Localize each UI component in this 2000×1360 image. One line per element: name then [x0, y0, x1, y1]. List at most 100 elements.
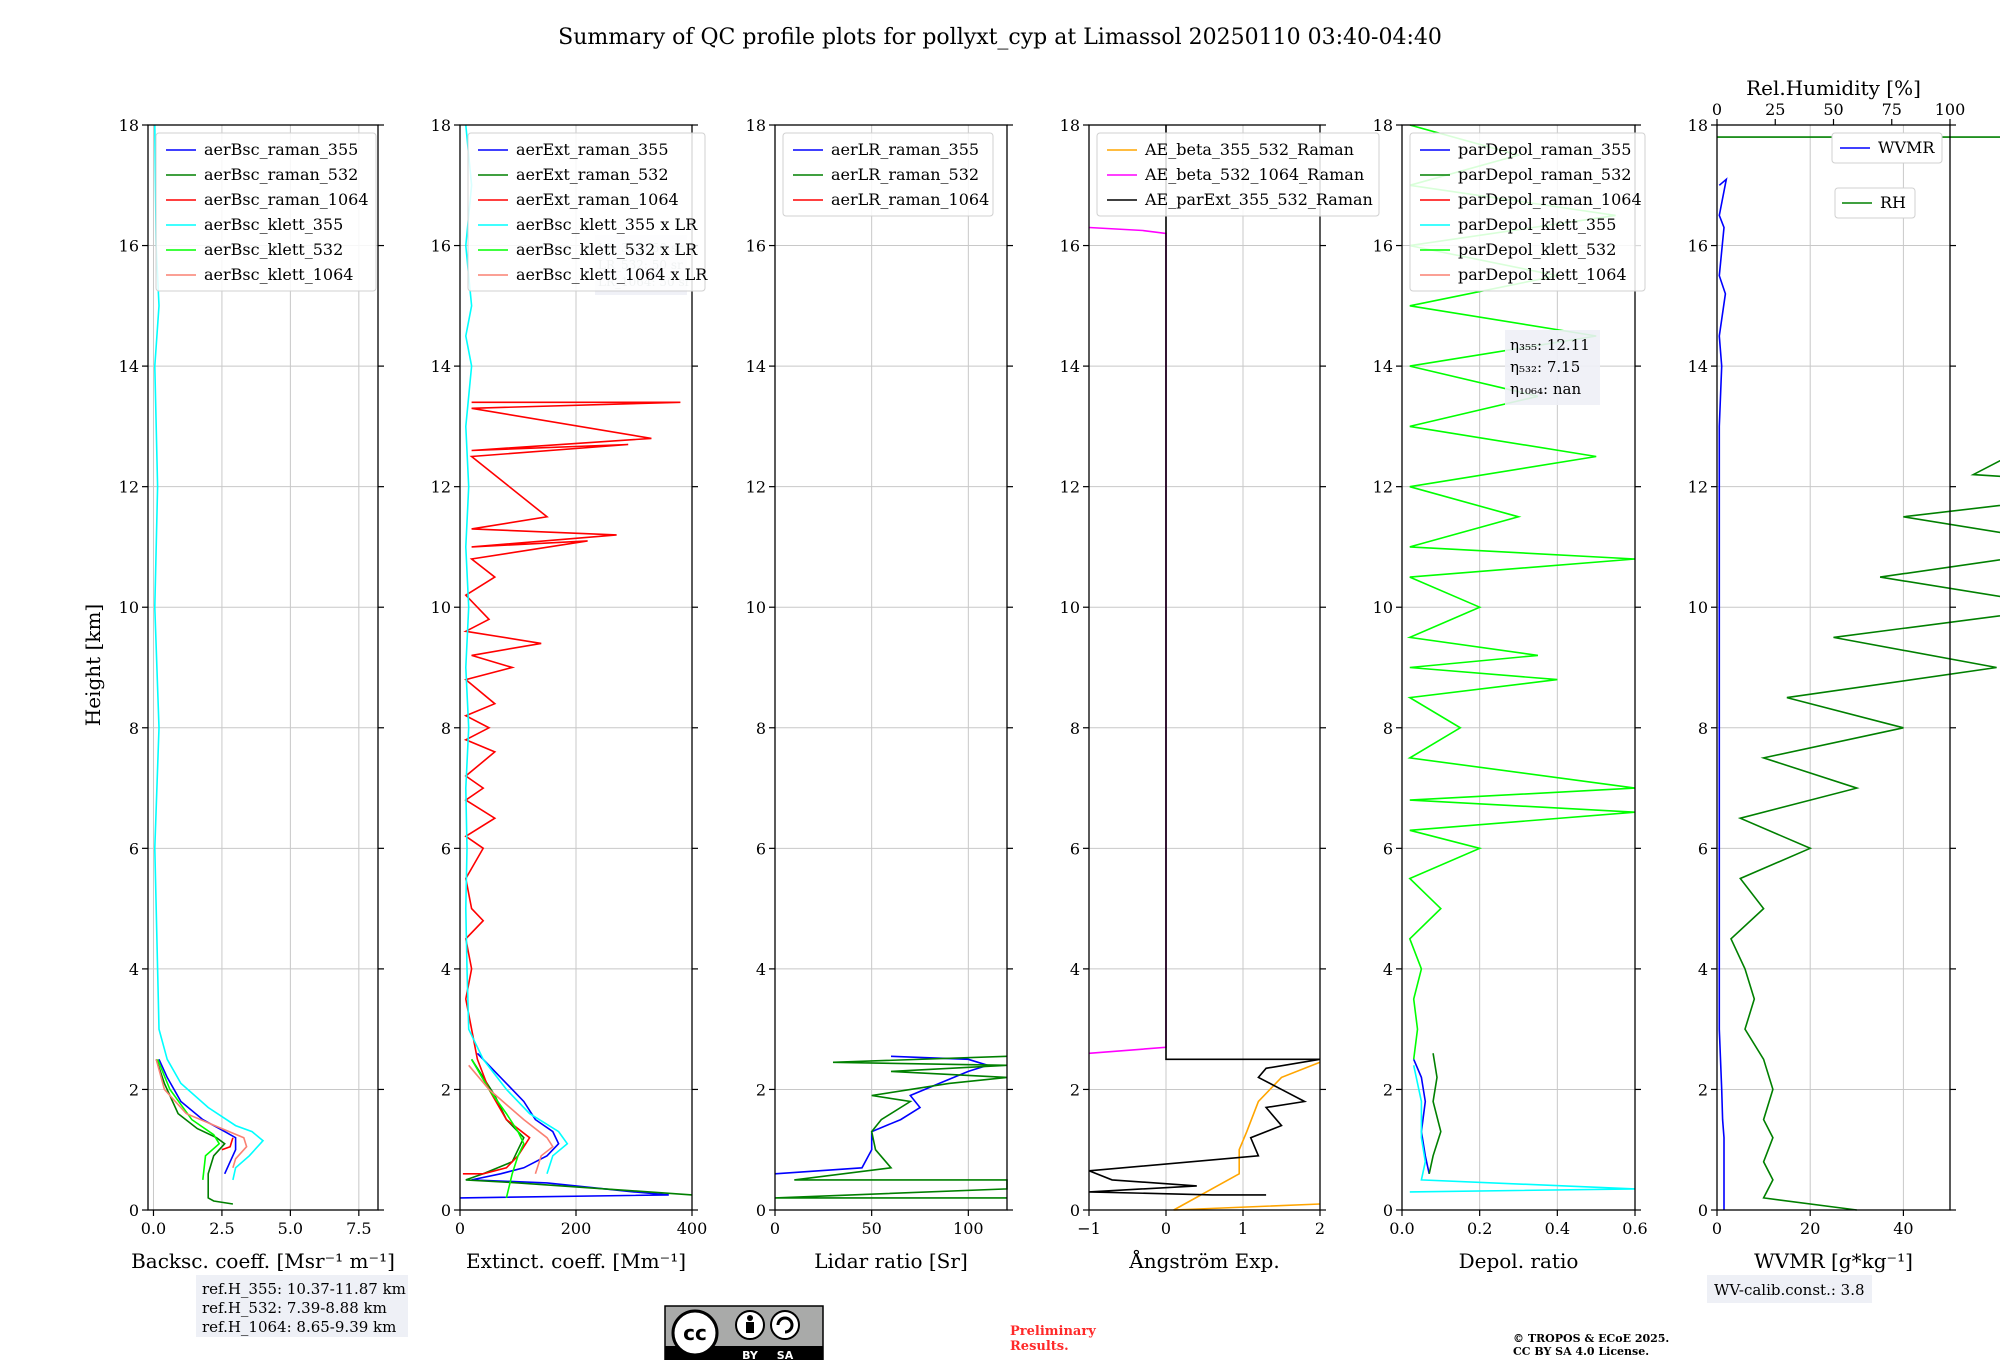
- y-tick-label: 16: [1060, 237, 1080, 256]
- legend-entry: parDepol_klett_532: [1458, 240, 1616, 259]
- x-tick-label: 0.2: [1467, 1219, 1492, 1238]
- y-tick-label: 8: [441, 719, 451, 738]
- panel-lr: 0 50 100 0 2 4 6 8 10 12 14 16 18 Lidar ratio [Sr] aer…: [746, 116, 1013, 1273]
- x-tick-label: 0: [1712, 1219, 1722, 1238]
- y-tick-label: 0: [129, 1201, 139, 1220]
- y-tick-label: 14: [746, 357, 766, 376]
- y-tick-label: 8: [129, 719, 139, 738]
- x-axis-label: Lidar ratio [Sr]: [814, 1249, 968, 1273]
- y-tick-label: 16: [1373, 237, 1393, 256]
- y-tick-label: 8: [756, 719, 766, 738]
- x-axis-label: Ångström Exp.: [1128, 1248, 1279, 1273]
- ref-height-532: ref.H_532: 7.39-8.88 km: [202, 1299, 387, 1317]
- top-x-tick-label: 75: [1882, 100, 1902, 119]
- series-line-aerBsc_klett_1064 x LR: [468, 1064, 554, 1175]
- legend-entry: aerExt_raman_532: [516, 165, 669, 184]
- top-axis-label: Rel.Humidity [%]: [1746, 76, 1921, 100]
- series-line-aerExt_raman_355: [459, 1052, 669, 1199]
- series-line-aerBsc_raman_532: [155, 1059, 234, 1205]
- y-tick-label: 0: [1698, 1201, 1708, 1220]
- y-axis-label: Height [km]: [81, 604, 105, 726]
- y-tick-label: 12: [431, 478, 451, 497]
- legend-entry: aerLR_raman_532: [831, 165, 979, 184]
- series-line-aerExt_raman_1064: [462, 401, 681, 1175]
- y-tick-label: 8: [1383, 719, 1393, 738]
- y-tick-label: 10: [1060, 598, 1080, 617]
- reference-heights-box: ref.H_355: 10.37-11.87 km ref.H_532: 7.3…: [196, 1275, 408, 1337]
- x-tick-label: 0: [1161, 1219, 1171, 1238]
- legend-entry: AE_beta_355_532_Raman: [1144, 140, 1354, 159]
- series-line-AE_beta_532_1064_Raman: [1088, 226, 1167, 1055]
- legend-entry: parDepol_klett_355: [1458, 215, 1616, 234]
- y-tick-label: 14: [1688, 357, 1708, 376]
- figure-title: Summary of QC profile plots for pollyxt_…: [558, 25, 1442, 50]
- legend-box: [782, 132, 994, 217]
- y-tick-label: 2: [1070, 1080, 1080, 1099]
- series-line-aerBsc_klett_355: [153, 124, 265, 1181]
- series-line-aerBsc_raman_355: [158, 1058, 237, 1175]
- legend-entry: aerBsc_raman_532: [204, 165, 358, 184]
- legend-entry: parDepol_klett_1064: [1458, 265, 1627, 284]
- y-tick-label: 16: [431, 237, 451, 256]
- y-tick-label: 10: [746, 598, 766, 617]
- legend-entry: aerBsc_raman_1064: [204, 190, 369, 209]
- y-tick-label: 16: [746, 237, 766, 256]
- y-tick-label: 6: [1383, 839, 1393, 858]
- ref-height-355: ref.H_355: 10.37-11.87 km: [202, 1280, 406, 1298]
- x-axis-label: Extinct. coeff. [Mm⁻¹]: [466, 1249, 686, 1273]
- y-tick-label: 18: [1373, 116, 1393, 135]
- y-tick-label: 2: [441, 1080, 451, 1099]
- legend-entry: aerBsc_klett_1064 x LR: [516, 265, 708, 284]
- y-tick-label: 4: [756, 960, 766, 979]
- eta-annotation: η₃₅₅: 12.11: [1510, 336, 1590, 354]
- y-tick-label: 10: [431, 598, 451, 617]
- plot-frame: [1088, 124, 1321, 1211]
- legend-entry: aerBsc_klett_532: [204, 240, 343, 259]
- eta-annotation: η₁₀₆₄: nan: [1510, 380, 1581, 398]
- y-tick-label: 14: [1373, 357, 1393, 376]
- y-tick-label: 6: [1070, 839, 1080, 858]
- x-tick-label: 400: [677, 1219, 708, 1238]
- cc-by-label: BY: [742, 1349, 759, 1360]
- y-tick-label: 10: [1373, 598, 1393, 617]
- series-line-RH: [1717, 136, 2000, 1211]
- legend-entry: parDepol_raman_355: [1458, 140, 1631, 159]
- x-tick-label: 0.4: [1545, 1219, 1570, 1238]
- y-tick-label: 2: [756, 1080, 766, 1099]
- eta-annotation-box: [1505, 330, 1600, 405]
- legend-entry: aerBsc_klett_532 x LR: [516, 240, 698, 259]
- x-axis-label: Backsc. coeff. [Msr⁻¹ m⁻¹]: [131, 1249, 395, 1273]
- x-tick-label: 1: [1238, 1219, 1248, 1238]
- y-tick-label: 2: [129, 1080, 139, 1099]
- eta-annotation: η₅₃₂: 7.15: [1510, 358, 1580, 376]
- copyright-line-1: © TROPOS & ECoE 2025.: [1513, 1332, 1669, 1345]
- cc-license-badge: cc BY SA: [664, 1305, 824, 1360]
- y-tick-label: 6: [756, 839, 766, 858]
- x-tick-label: 20: [1800, 1219, 1820, 1238]
- legend-entry: parDepol_raman_532: [1458, 165, 1631, 184]
- x-axis-label: WVMR [g*kg⁻¹]: [1754, 1249, 1913, 1273]
- legend-entry: AE_beta_532_1064_Raman: [1144, 165, 1364, 184]
- x-tick-label: 2: [1315, 1219, 1325, 1238]
- y-tick-label: 12: [1060, 478, 1080, 497]
- series-line-aerBsc_klett_532: [156, 1058, 221, 1180]
- legend-entry: AE_parExt_355_532_Raman: [1144, 190, 1373, 209]
- y-tick-label: 18: [746, 116, 766, 135]
- legend-box: [1409, 132, 1646, 292]
- legend-entry: aerBsc_klett_355: [204, 215, 343, 234]
- legend-entry: WVMR: [1878, 138, 1935, 157]
- x-tick-label: 0.6: [1622, 1219, 1647, 1238]
- series-line-AE_beta_355_532_Raman: [1173, 1061, 1321, 1211]
- panel-wv: 0 20 40 0 2 4 6 8 10 12 14 16 18 WVMR [g*kg⁻¹] WVMR RH 0…: [1688, 76, 2000, 1303]
- y-tick-label: 0: [1070, 1201, 1080, 1220]
- y-tick-label: 16: [1688, 237, 1708, 256]
- top-x-tick-label: 0: [1712, 100, 1722, 119]
- y-tick-label: 12: [119, 478, 139, 497]
- top-x-tick-label: 25: [1765, 100, 1785, 119]
- plot-frame: [1716, 124, 1951, 1211]
- y-tick-label: 14: [431, 357, 451, 376]
- x-tick-label: 50: [861, 1219, 881, 1238]
- series-line-parDepol_raman_532: [1428, 1053, 1442, 1174]
